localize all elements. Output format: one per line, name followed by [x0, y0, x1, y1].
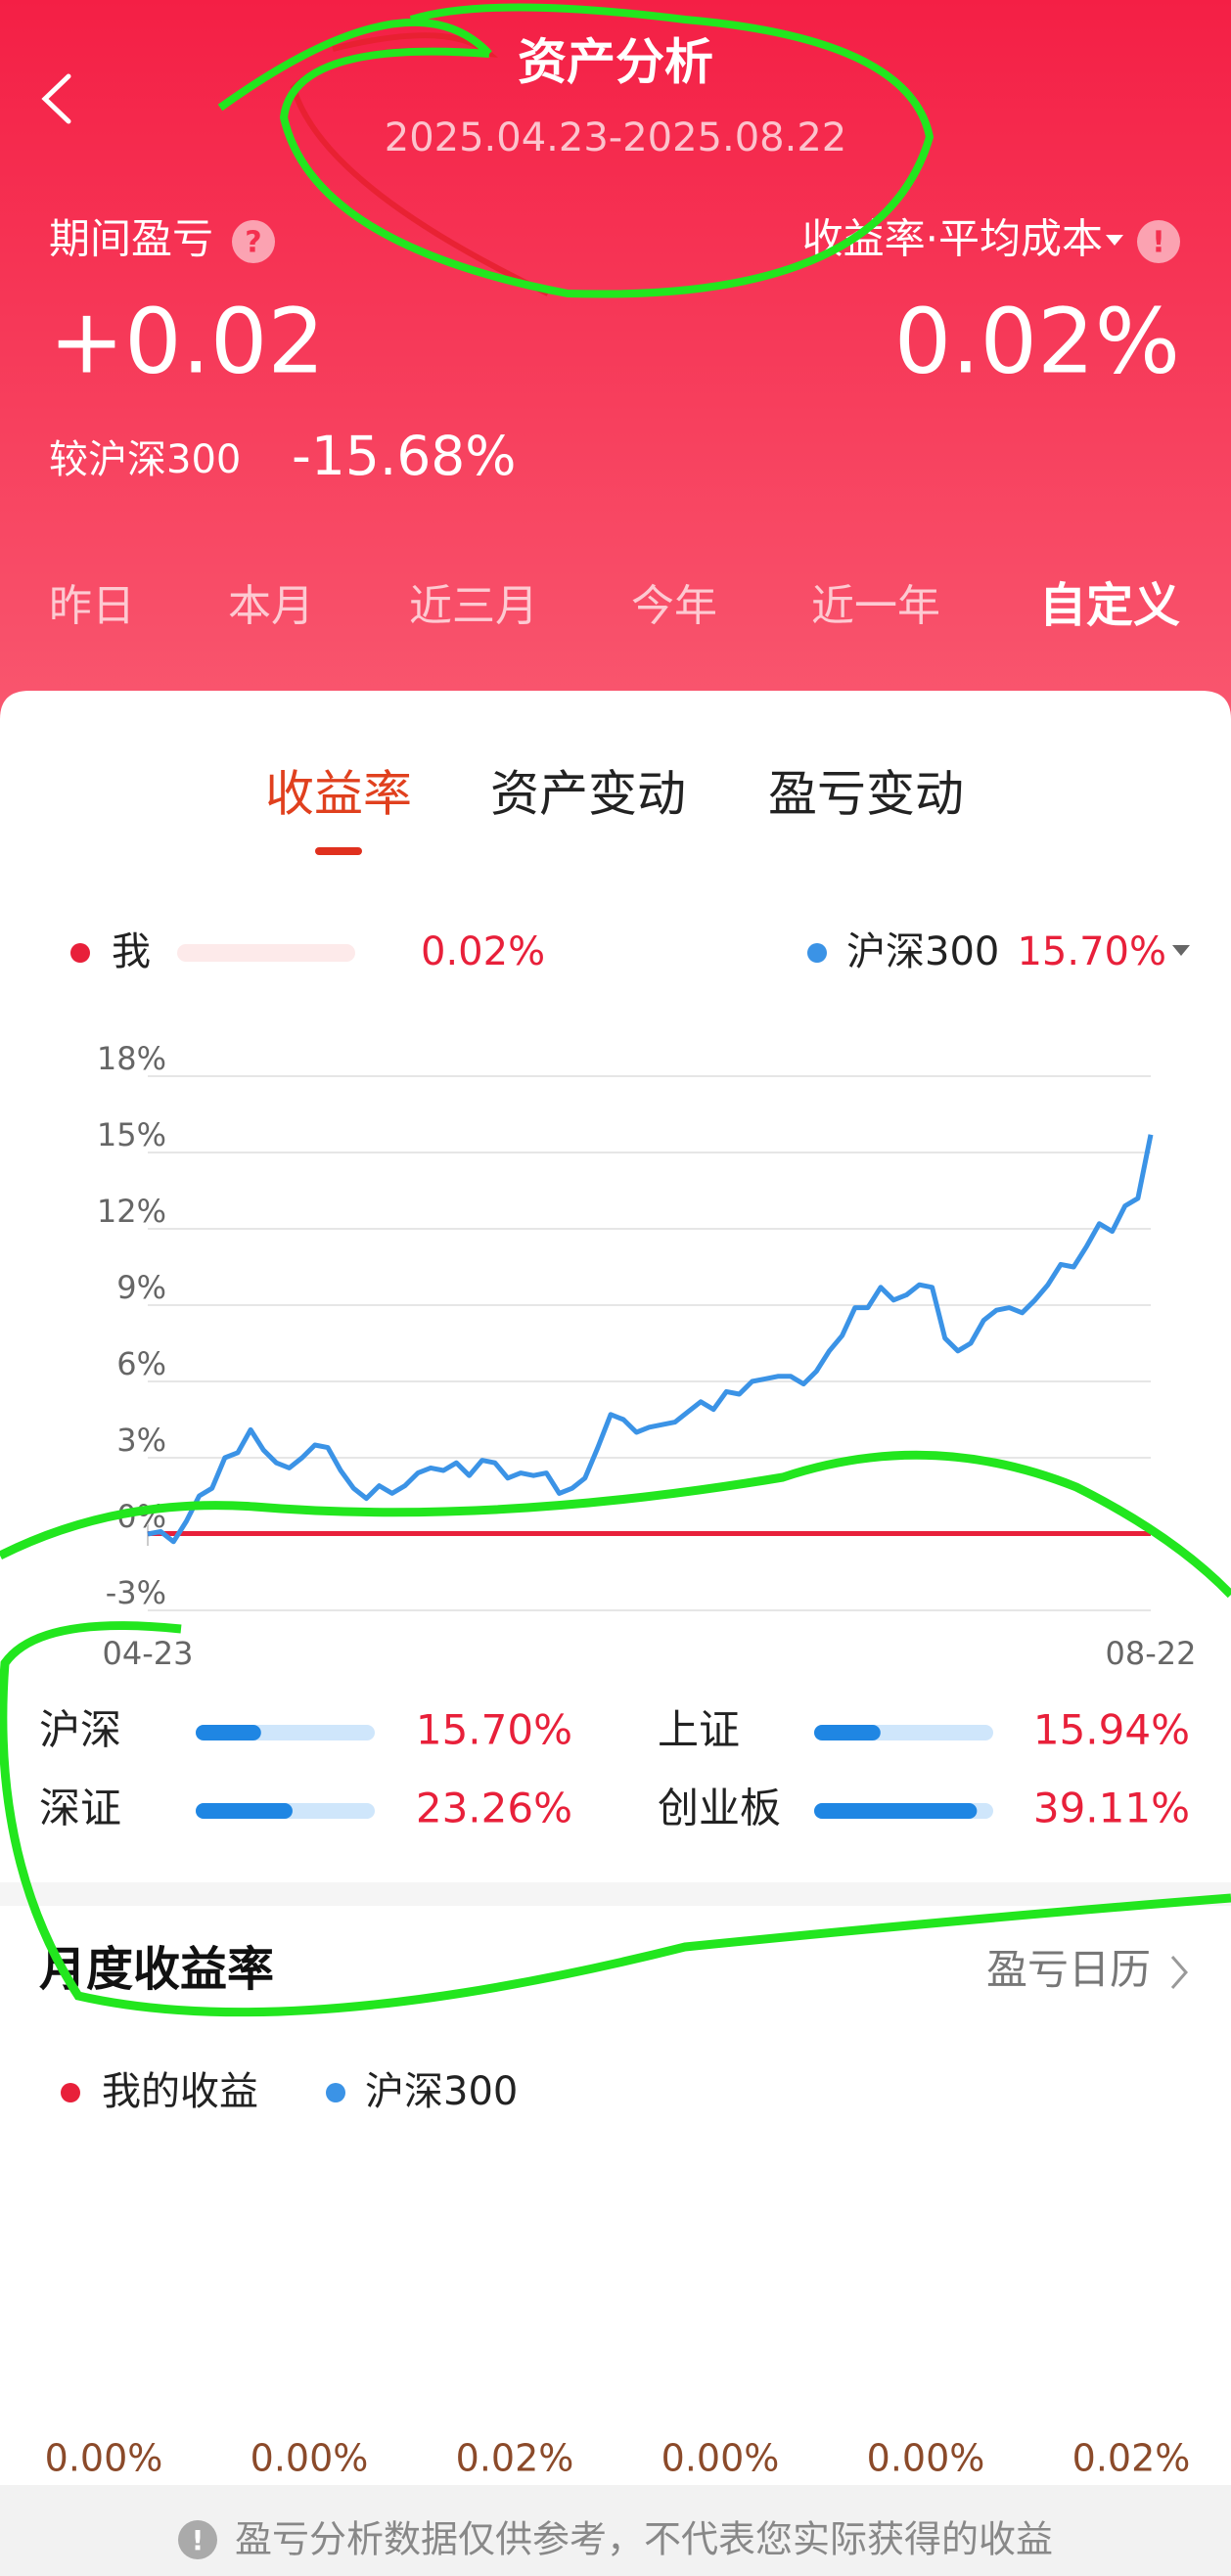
help-icon-glyph: ? — [245, 226, 261, 260]
period-tab[interactable]: 今年 — [631, 581, 717, 631]
index-value: 15.70% — [416, 1706, 572, 1754]
index-name: 上证 — [658, 1706, 740, 1754]
y-tick-label: 15% — [97, 1116, 166, 1153]
legend-name: 沪深300 — [846, 929, 999, 974]
date-range: 2025.04.23-2025.08.22 — [385, 115, 846, 160]
back-button[interactable] — [41, 73, 71, 124]
page-title: 资产分析 — [518, 34, 713, 91]
dropdown-arrow — [1106, 235, 1123, 246]
index-value: 15.94% — [1033, 1706, 1190, 1754]
info-icon[interactable] — [1137, 220, 1180, 263]
monthly-value: 0.00% — [867, 2437, 985, 2480]
y-tick-label: 9% — [116, 1269, 166, 1306]
legend-dot — [61, 2083, 80, 2102]
index-bar — [196, 1725, 261, 1740]
y-tick-label: 3% — [116, 1422, 166, 1459]
y-tick-label: 6% — [116, 1345, 166, 1382]
index-name: 深证 — [39, 1785, 121, 1832]
monthly-legend: 沪深300 — [365, 2069, 518, 2114]
monthly-value: 0.02% — [456, 2437, 574, 2480]
index-bar — [814, 1725, 881, 1740]
header-bg — [0, 0, 1231, 724]
compare-label: 较沪深300 — [49, 437, 241, 482]
footer-notice: 盈亏分析数据仅供参考，不代表您实际获得的收益 — [235, 2518, 1053, 2561]
monthly-value: 0.00% — [661, 2437, 780, 2480]
monthly-value: 0.00% — [45, 2437, 163, 2480]
section-gap — [0, 1882, 1231, 1906]
monthly-legend: 我的收益 — [102, 2069, 258, 2114]
y-tick-label: 18% — [97, 1040, 166, 1077]
pnl-value: +0.02 — [49, 289, 325, 393]
notice-icon — [178, 2520, 217, 2559]
index-value: 39.11% — [1033, 1785, 1190, 1832]
chevron — [1170, 1956, 1188, 1989]
compare-value: -15.68% — [292, 425, 517, 487]
rate-value: 0.02% — [894, 289, 1180, 393]
annotation-stroke — [217, 3, 935, 298]
annotation-stroke — [0, 1450, 1231, 1599]
period-tab[interactable]: 自定义 — [1039, 578, 1180, 633]
legend-name: 我 — [112, 929, 151, 974]
index-bar — [814, 1803, 978, 1819]
y-tick-label: 12% — [97, 1193, 166, 1230]
index-name: 创业板 — [658, 1785, 781, 1832]
period-tab[interactable]: 近一年 — [811, 581, 940, 631]
legend-dropdown[interactable] — [1172, 945, 1190, 956]
annotation-stroke — [0, 1621, 1231, 2017]
chart-tabs: 收益率 资产变动 盈亏变动 — [265, 766, 964, 855]
info-icon-glyph: ! — [1152, 226, 1165, 260]
chart: 我 0.02% 沪深300 15.70%-3%0%3%6%9%12%15%18%04-… — [70, 929, 1196, 1672]
card — [0, 722, 1231, 1882]
monthly-value: 0.02% — [1072, 2437, 1191, 2480]
notice-icon-glyph: ! — [192, 2524, 205, 2556]
monthly-values: 0.00% 0.00% 0.02% 0.00% 0.00% 0.02% — [45, 2437, 1191, 2480]
help-icon[interactable] — [232, 220, 275, 263]
card-top — [0, 691, 1231, 724]
index-name: 沪深 — [39, 1706, 121, 1754]
legend-dot — [326, 2083, 345, 2102]
legend-dot — [807, 943, 827, 963]
index-value: 23.26% — [416, 1785, 572, 1832]
legend-value: 0.02% — [421, 929, 545, 974]
period-tab[interactable]: 昨日 — [49, 581, 135, 631]
period-tabs: 昨日 本月 近三月 今年 近一年 自定义 — [49, 578, 1180, 633]
x-tick-label: 08-22 — [1106, 1635, 1197, 1672]
y-tick-label: -3% — [106, 1574, 166, 1611]
period-tab[interactable]: 近三月 — [409, 581, 538, 631]
legend-value: 15.70% — [1017, 929, 1166, 974]
chart-tab[interactable]: 资产变动 — [490, 766, 686, 823]
legend-dot — [70, 943, 90, 963]
chart-tab[interactable]: 盈亏变动 — [768, 766, 964, 823]
series-line — [147, 1134, 1154, 1545]
x-tick-label: 04-23 — [103, 1635, 194, 1672]
legend-bar — [177, 944, 355, 962]
index-compare: 沪深 15.70% 上证 15.94% 深证 23.26% 创业板 39.11% — [39, 1706, 1190, 1832]
chart-tab[interactable]: 收益率 — [265, 766, 412, 823]
calendar-link[interactable]: 盈亏日历 — [986, 1946, 1151, 1994]
monthly-value: 0.00% — [251, 2437, 369, 2480]
index-bar — [196, 1803, 293, 1819]
period-tab[interactable]: 本月 — [228, 581, 314, 631]
tab-underline — [315, 847, 362, 855]
pnl-label: 期间盈亏 — [49, 215, 213, 263]
